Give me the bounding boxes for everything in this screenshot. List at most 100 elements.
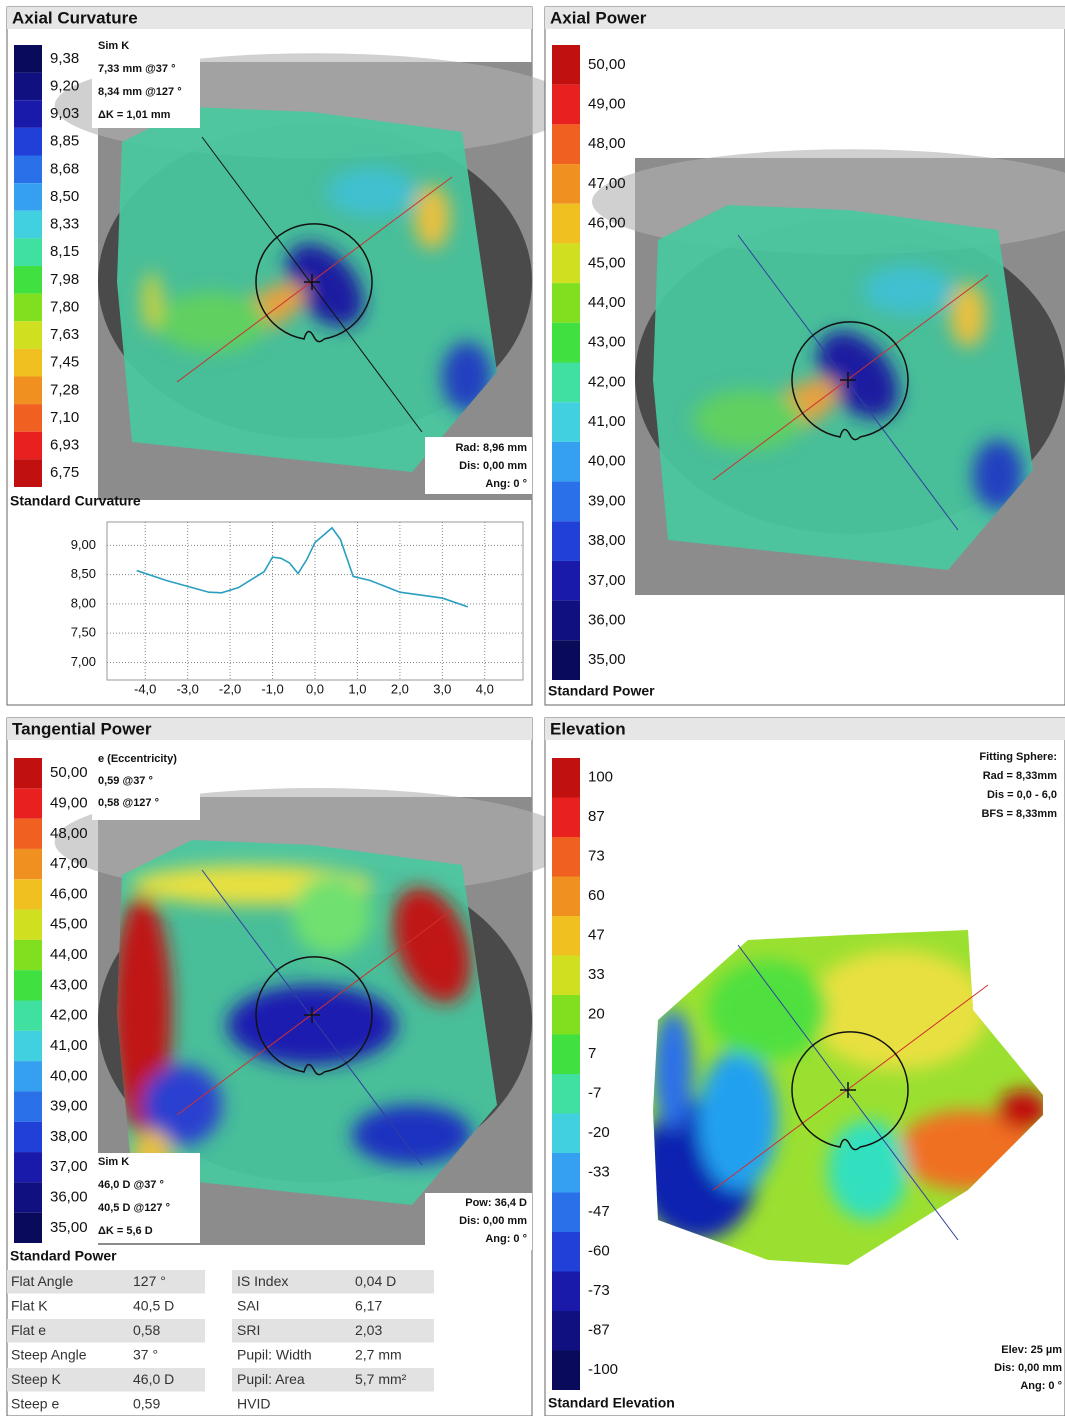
legend-label: 44,00 (588, 294, 626, 311)
legend-swatch (14, 348, 42, 377)
legend-label: 49,00 (588, 96, 626, 113)
legend-swatch (14, 72, 42, 101)
table-cell: 0,04 D (355, 1273, 396, 1289)
legend-label: 20 (588, 1006, 605, 1023)
legend-swatch (552, 837, 580, 877)
topography-map (653, 930, 1043, 1265)
legend-label: 8,33 (50, 216, 79, 233)
legend-swatch (552, 481, 580, 522)
table-cell: 0,59 (133, 1395, 160, 1411)
map-caption: Standard Power (10, 1248, 117, 1264)
table-cell: 127 ° (133, 1273, 166, 1289)
legend-label: -20 (588, 1124, 610, 1141)
map-zone (414, 185, 450, 249)
pupil-outline (791, 1031, 909, 1151)
legend-label: 50,00 (588, 56, 626, 73)
table-cell: Steep K (11, 1371, 61, 1387)
legend-label: 36,00 (50, 1189, 88, 1206)
legend-label: 45,00 (588, 254, 626, 271)
panel-header (7, 7, 532, 29)
info-text: 40,5 D @127 ° (98, 1202, 170, 1214)
legend-label: 100 (588, 769, 613, 786)
legend-label: 7,63 (50, 326, 79, 343)
legend-label: 49,00 (50, 794, 88, 811)
legend-label: 45,00 (50, 916, 88, 933)
panel-title: Elevation (550, 719, 626, 738)
table-row-bg (232, 1319, 434, 1343)
info-text: Dis: 0,00 mm (459, 460, 527, 472)
legend-swatch (552, 758, 580, 798)
legend-swatch (14, 1061, 42, 1092)
legend-swatch (552, 1232, 580, 1272)
legend-label: 47 (588, 927, 605, 944)
legend-label: 8,85 (50, 133, 79, 150)
legend-swatch (552, 322, 580, 363)
map-zone (973, 440, 1023, 510)
center-cross (304, 1007, 320, 1023)
legend-label: 9,03 (50, 105, 79, 122)
info-text: BFS = 8,33mm (981, 808, 1057, 820)
legend-swatch (552, 1271, 580, 1311)
legend-label: 7,80 (50, 298, 79, 315)
info-text: Sim K (98, 1156, 129, 1168)
legend-swatch (552, 1192, 580, 1232)
topography-map (592, 149, 1065, 595)
table-row-bg (232, 1270, 434, 1294)
legend-swatch (14, 431, 42, 460)
legend-swatch (14, 758, 42, 789)
info-text: Ang: 0 ° (1020, 1380, 1062, 1392)
legend-swatch (552, 1034, 580, 1074)
legend-label: 73 (588, 848, 605, 865)
topography-map (54, 53, 576, 500)
legend-label: 38,00 (50, 1128, 88, 1145)
table-cell: HVID (237, 1395, 270, 1411)
legend-label: 47,00 (588, 175, 626, 192)
legend-label: 36,00 (588, 611, 626, 628)
panel-header (545, 7, 1065, 29)
legend-swatch (14, 818, 42, 849)
legend-swatch (14, 266, 42, 294)
legend-label: 48,00 (588, 135, 626, 152)
legend-swatch (552, 402, 580, 442)
info-box (425, 437, 532, 494)
panel-title: Tangential Power (12, 719, 152, 738)
legend-label: 8,50 (50, 188, 79, 205)
x-tick-label: 0,0 (306, 681, 324, 696)
panel-header (7, 718, 532, 740)
legend-swatch (14, 321, 42, 349)
legend-label: 33 (588, 966, 605, 983)
y-tick-label: 9,00 (71, 537, 96, 552)
y-tick-label: 7,50 (71, 625, 96, 640)
info-text: Fitting Sphere: (979, 751, 1057, 763)
x-tick-label: 2,0 (391, 681, 409, 696)
legend-label: 35,00 (588, 651, 626, 668)
map-zone (393, 887, 471, 1003)
table-cell: 46,0 D (133, 1371, 174, 1387)
steep-axis (712, 984, 989, 1191)
map-blob-layer (693, 265, 1023, 510)
legend-swatch (552, 124, 580, 165)
table-cell: 0,58 (133, 1322, 160, 1338)
legend-label: -47 (588, 1203, 610, 1220)
x-tick-label: -1,0 (261, 681, 283, 696)
legend-label: -7 (588, 1085, 601, 1102)
legend-label: 43,00 (50, 976, 88, 993)
x-tick-label: 4,0 (476, 681, 494, 696)
info-text: Sim K (98, 40, 129, 52)
legend-swatch (14, 459, 42, 487)
legend-label: 46,00 (588, 215, 626, 232)
legend-label: 6,93 (50, 437, 79, 454)
legend-swatch (552, 600, 580, 641)
info-text: Elev: 25 µm (1001, 1344, 1062, 1356)
map-zone (157, 292, 267, 352)
legend-swatch (552, 916, 580, 956)
map-zone (327, 167, 417, 217)
legend-swatch (552, 362, 580, 403)
map-zone (698, 1050, 778, 1190)
table-cell: 2,7 mm (355, 1346, 402, 1362)
table-cell: Steep e (11, 1395, 59, 1411)
map-zone (292, 875, 372, 955)
legend-swatch (14, 376, 42, 405)
table-cell: Flat e (11, 1322, 46, 1338)
table-cell: 37 ° (133, 1346, 158, 1362)
